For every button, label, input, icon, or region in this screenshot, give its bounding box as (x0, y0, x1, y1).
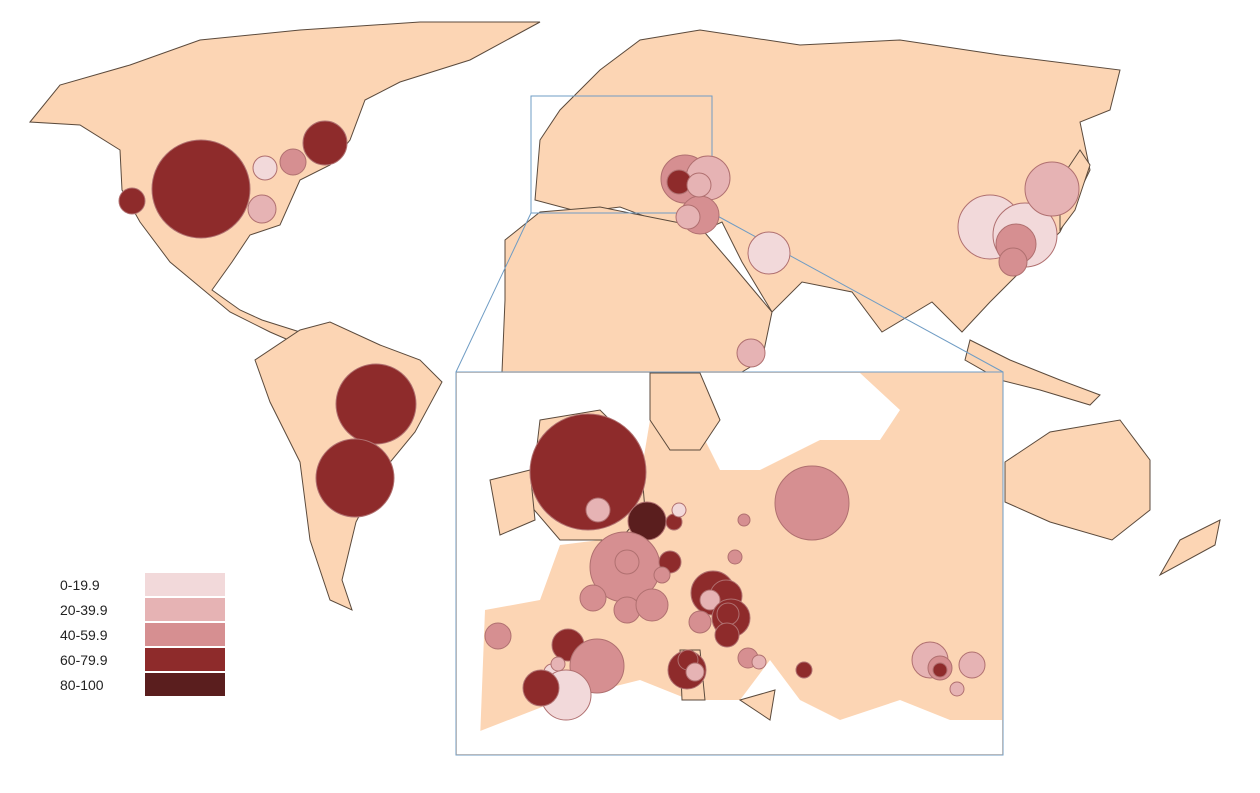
legend-swatch (145, 648, 225, 671)
legend-swatch (145, 573, 225, 596)
data-bubble (699, 589, 721, 611)
data-bubble (932, 662, 948, 678)
legend-label: 60-79.9 (60, 651, 108, 668)
data-bubble (585, 497, 611, 523)
inset-connector-line (455, 212, 532, 373)
data-bubble (118, 187, 146, 215)
legend-label: 80-100 (60, 676, 104, 693)
data-bubble (958, 651, 986, 679)
data-bubble (686, 172, 712, 198)
data-bubble (747, 231, 791, 275)
legend-swatch (145, 673, 225, 696)
legend-item: 0-19.9 (60, 572, 225, 597)
data-bubble (774, 465, 850, 541)
data-bubble (727, 549, 743, 565)
legend-item: 20-39.9 (60, 597, 225, 622)
legend-label: 20-39.9 (60, 601, 108, 618)
data-bubble (736, 338, 766, 368)
data-bubble (714, 622, 740, 648)
data-bubble (315, 438, 395, 518)
data-bubble (737, 513, 751, 527)
ireland (489, 469, 536, 536)
north-baltic-sea (700, 373, 900, 470)
data-bubble (335, 363, 417, 445)
data-bubble (671, 502, 687, 518)
legend-item: 40-59.9 (60, 622, 225, 647)
scandinavia (649, 372, 721, 451)
indonesia (964, 339, 1101, 406)
world-bubbles (118, 120, 1080, 518)
data-bubble (522, 669, 560, 707)
data-bubble (529, 413, 647, 531)
data-bubble (635, 588, 669, 622)
data-bubble (675, 204, 701, 230)
data-bubble (302, 120, 348, 166)
legend: 0-19.9 20-39.9 40-59.9 60-79.9 80-100 (60, 572, 225, 697)
data-bubble (998, 247, 1028, 277)
data-bubble (1024, 161, 1080, 217)
data-bubble (716, 602, 740, 626)
data-bubble (252, 155, 278, 181)
australia (1004, 419, 1151, 541)
inset-bubbles (484, 413, 986, 721)
new-zealand (1158, 519, 1221, 577)
data-bubble (550, 656, 566, 672)
data-bubble (579, 584, 607, 612)
data-bubble (688, 610, 712, 634)
data-bubble (279, 148, 307, 176)
legend-label: 0-19.9 (60, 576, 100, 593)
data-bubble (614, 549, 640, 575)
data-bubble (247, 194, 277, 224)
zoom-region-indicator (530, 95, 713, 214)
data-bubble (751, 654, 767, 670)
legend-item: 80-100 (60, 672, 225, 697)
legend-swatch (145, 623, 225, 646)
data-bubble (795, 661, 813, 679)
data-bubble (949, 681, 965, 697)
legend-swatch (145, 598, 225, 621)
world-land (28, 21, 1221, 611)
sicily (738, 689, 776, 721)
north-america (28, 21, 541, 346)
data-bubble (151, 139, 251, 239)
legend-item: 60-79.9 (60, 647, 225, 672)
data-bubble (484, 622, 512, 650)
legend-label: 40-59.9 (60, 626, 108, 643)
data-bubble (685, 662, 705, 682)
mediterranean-sea (457, 660, 1002, 754)
data-bubble (653, 566, 671, 584)
